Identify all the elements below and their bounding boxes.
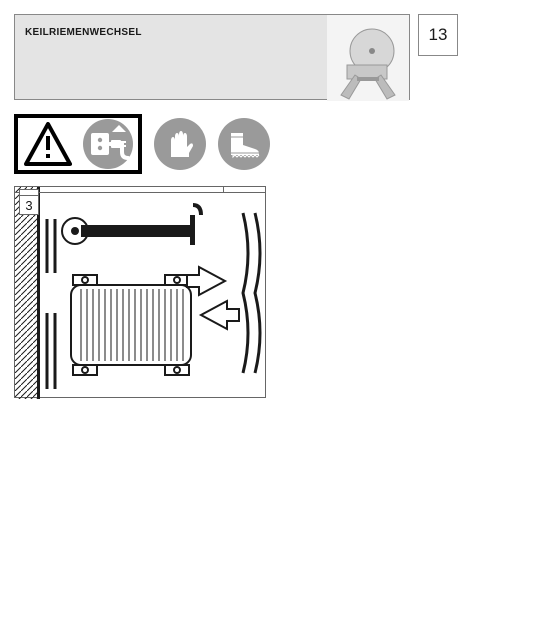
page-number: 13 (429, 25, 448, 45)
warning-triangle-icon (18, 118, 78, 170)
step-3-illustration (15, 193, 267, 399)
boots-icon (218, 118, 270, 170)
section-title: KEILRIEMENWECHSEL (25, 27, 142, 38)
gloves-icon (154, 118, 206, 170)
warning-icon-row (0, 100, 547, 174)
unplug-icon (78, 118, 138, 170)
warning-block (14, 114, 142, 174)
steps-container: 1 2x (0, 174, 547, 264)
step-3-number: 3 (19, 195, 39, 215)
step-3: 3 (14, 192, 266, 398)
machine-thumbnail (327, 15, 409, 101)
page-number-box: 13 (418, 14, 458, 56)
section-title-box: KEILRIEMENWECHSEL (14, 14, 410, 100)
header-row: KEILRIEMENWECHSEL 13 (0, 0, 547, 100)
